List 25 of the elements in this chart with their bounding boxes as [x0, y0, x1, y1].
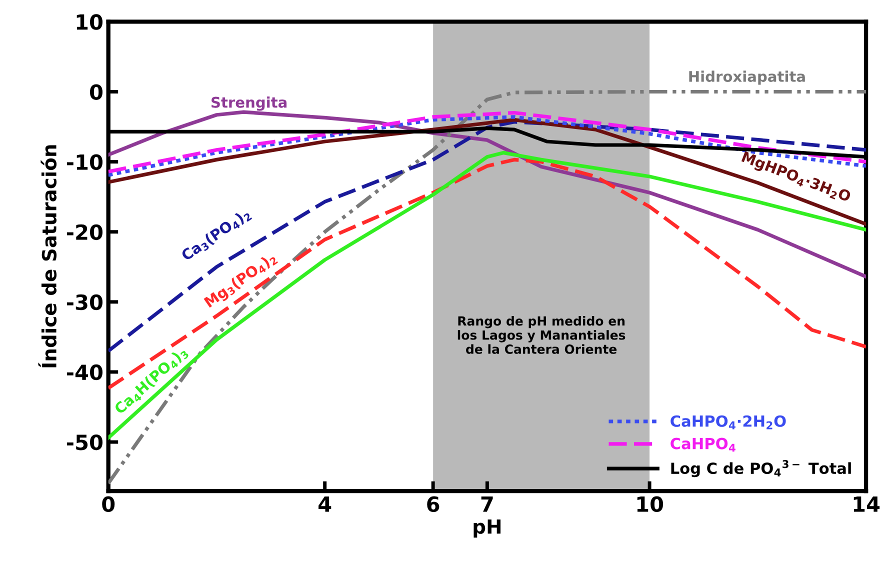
- line-series: [108, 90, 866, 486]
- legend-label: CaHPO$_{4}$: [670, 438, 736, 452]
- text: MgHPO$_{4}$·3H$_{2}$O: [740, 151, 852, 205]
- band-label: Rango de pH medido en los Lagos y Manantiales de la Cantera Oriente: [458, 316, 626, 354]
- x-tick-label: 0: [102, 496, 115, 512]
- series-label: Strengita: [212, 96, 287, 111]
- legend-label: CaHPO$_{4}$·2H$_{2}$O: [670, 415, 786, 430]
- x-tick-label: 4: [318, 496, 332, 512]
- y-tick-label: -30: [66, 294, 103, 310]
- x-tick-label: 10: [637, 496, 664, 512]
- x-tick-label: 7: [481, 496, 493, 512]
- x-tick-label: 14: [854, 496, 880, 512]
- x-tick-label: 6: [427, 496, 440, 512]
- y-tick-label: -50: [66, 434, 103, 450]
- series-label: Hidroxiapatita: [689, 70, 805, 85]
- y-tick-label: 10: [76, 14, 103, 30]
- y-axis-title: Índice de Saturación: [38, 145, 57, 368]
- line-series: [108, 120, 866, 353]
- y-tick-label: -40: [66, 364, 103, 380]
- x-axis-title: pH: [474, 519, 501, 538]
- y-tick-label: -20: [66, 224, 103, 240]
- y-tick-label: 0: [90, 84, 103, 100]
- legend-label: Log C de PO$_{4}$$^{3−}$ Total: [671, 460, 851, 478]
- text: Ca$_{4}$H(PO$_{4}$)$_{3}$: [113, 346, 190, 416]
- y-tick-label: -10: [66, 154, 103, 170]
